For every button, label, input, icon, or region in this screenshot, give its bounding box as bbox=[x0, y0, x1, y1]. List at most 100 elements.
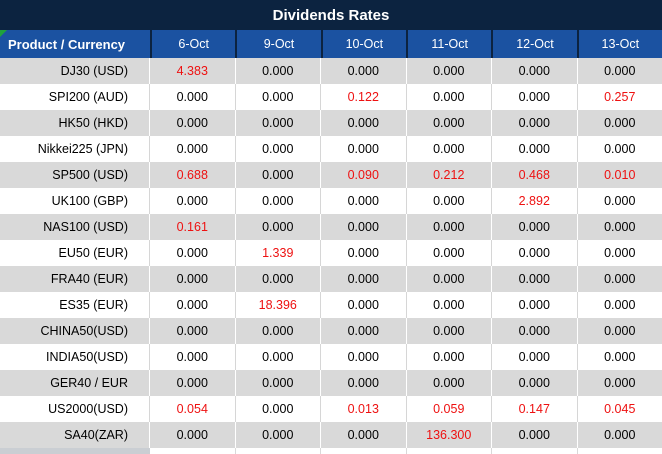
rate-cell[interactable]: 0.000 bbox=[150, 266, 236, 292]
rate-cell[interactable]: 0.010 bbox=[604, 168, 636, 182]
rate-cell[interactable]: 0.000 bbox=[236, 318, 321, 344]
rate-cell[interactable]: 0.000 bbox=[150, 370, 236, 396]
product-cell[interactable]: DJ30 (USD) bbox=[0, 58, 150, 84]
header-date-9-oct[interactable]: 9-Oct bbox=[237, 30, 321, 58]
rate-cell[interactable]: 0.000 bbox=[604, 116, 636, 130]
rate-cell[interactable]: 0.000 bbox=[150, 240, 236, 266]
rate-cell[interactable]: 0.000 bbox=[407, 344, 492, 370]
rate-cell[interactable]: 0.000 bbox=[407, 370, 492, 396]
rate-cell[interactable]: 0.000 bbox=[150, 292, 236, 318]
rate-cell[interactable]: 0.000 bbox=[150, 136, 236, 162]
rate-cell[interactable]: 0.000 bbox=[492, 136, 578, 162]
rate-cell[interactable]: 0.000 bbox=[236, 188, 321, 214]
product-cell[interactable]: UK100 (GBP) bbox=[0, 188, 150, 214]
header-date-10-oct[interactable]: 10-Oct bbox=[322, 30, 406, 58]
header-date-13-oct[interactable]: 13-Oct bbox=[578, 30, 662, 58]
product-cell[interactable]: Nikkei225 (JPN) bbox=[0, 136, 150, 162]
rate-cell[interactable]: 0.000 bbox=[492, 318, 578, 344]
rate-cell[interactable]: 0.000 bbox=[236, 266, 321, 292]
rate-cell[interactable]: 0.000 bbox=[604, 298, 636, 312]
rate-cell[interactable]: 0.000 bbox=[321, 422, 407, 448]
product-cell[interactable]: FRA40 (EUR) bbox=[0, 266, 150, 292]
rate-cell[interactable]: 0.000 bbox=[150, 188, 236, 214]
rate-cell[interactable]: 0.000 bbox=[236, 84, 321, 110]
rate-cell[interactable]: 0.000 bbox=[492, 110, 578, 136]
rate-cell[interactable]: 0.000 bbox=[604, 272, 636, 286]
rate-cell[interactable]: 0.000 bbox=[407, 214, 492, 240]
rate-cell[interactable]: 0.147 bbox=[492, 396, 578, 422]
rate-cell[interactable]: 0.000 bbox=[604, 324, 636, 338]
rate-cell[interactable]: 0.000 bbox=[604, 428, 636, 442]
rate-cell[interactable]: 0.000 bbox=[604, 376, 636, 390]
rate-cell[interactable]: 0.000 bbox=[321, 344, 407, 370]
rate-cell[interactable]: 0.000 bbox=[407, 292, 492, 318]
rate-cell[interactable]: 0.000 bbox=[492, 214, 578, 240]
product-cell[interactable]: US2000(USD) bbox=[0, 396, 150, 422]
product-cell[interactable]: SPI200 (AUD) bbox=[0, 84, 150, 110]
rate-cell[interactable]: 4.383 bbox=[150, 58, 236, 84]
product-cell[interactable]: INDIA50(USD) bbox=[0, 344, 150, 370]
rate-cell[interactable]: 0.000 bbox=[150, 110, 236, 136]
rate-cell[interactable]: 0.122 bbox=[321, 84, 407, 110]
rate-cell[interactable]: 0.000 bbox=[407, 240, 492, 266]
header-date-11-oct[interactable]: 11-Oct bbox=[407, 30, 492, 58]
rate-cell[interactable]: 0.000 bbox=[236, 344, 321, 370]
product-cell[interactable]: ES35 (EUR) bbox=[0, 292, 150, 318]
rate-cell[interactable]: 0.000 bbox=[604, 64, 636, 78]
rate-cell[interactable]: 0.000 bbox=[321, 188, 407, 214]
rate-cell[interactable]: 0.000 bbox=[492, 266, 578, 292]
rate-cell[interactable]: 0.045 bbox=[604, 402, 636, 416]
rate-cell[interactable]: 0.000 bbox=[407, 266, 492, 292]
rate-cell[interactable]: 0.000 bbox=[236, 162, 321, 188]
rate-cell[interactable]: 0.000 bbox=[236, 370, 321, 396]
rate-cell[interactable]: 0.000 bbox=[492, 370, 578, 396]
rate-cell[interactable]: 0.000 bbox=[150, 84, 236, 110]
rate-cell[interactable]: 0.000 bbox=[321, 110, 407, 136]
rate-cell[interactable]: 0.000 bbox=[150, 318, 236, 344]
rate-cell[interactable]: 0.000 bbox=[492, 84, 578, 110]
header-date-12-oct[interactable]: 12-Oct bbox=[493, 30, 577, 58]
rate-cell[interactable]: 0.000 bbox=[407, 110, 492, 136]
rate-cell[interactable]: 0.000 bbox=[407, 136, 492, 162]
rate-cell[interactable]: 2.892 bbox=[492, 188, 578, 214]
product-cell[interactable]: CHINA50(USD) bbox=[0, 318, 150, 344]
rate-cell[interactable]: 0.013 bbox=[321, 396, 407, 422]
rate-cell[interactable]: 0.000 bbox=[150, 344, 236, 370]
rate-cell[interactable]: 0.257 bbox=[604, 90, 636, 104]
rate-cell[interactable]: 0.000 bbox=[492, 292, 578, 318]
rate-cell[interactable]: 0.000 bbox=[604, 350, 636, 364]
rate-cell[interactable]: 0.000 bbox=[604, 220, 636, 234]
rate-cell[interactable]: 0.000 bbox=[236, 422, 321, 448]
rate-cell[interactable]: 18.396 bbox=[236, 292, 321, 318]
rate-cell[interactable]: 0.000 bbox=[150, 422, 236, 448]
rate-cell[interactable]: 0.212 bbox=[407, 162, 492, 188]
product-cell[interactable]: HK50 (HKD) bbox=[0, 110, 150, 136]
product-cell[interactable]: GER40 / EUR bbox=[0, 370, 150, 396]
rate-cell[interactable]: 0.000 bbox=[321, 370, 407, 396]
rate-cell[interactable]: 0.000 bbox=[407, 318, 492, 344]
rate-cell[interactable]: 0.000 bbox=[236, 136, 321, 162]
product-cell[interactable]: SP500 (USD) bbox=[0, 162, 150, 188]
header-date-6-oct[interactable]: 6-Oct bbox=[152, 30, 236, 58]
rate-cell[interactable]: 0.000 bbox=[407, 84, 492, 110]
rate-cell[interactable]: 0.000 bbox=[407, 188, 492, 214]
rate-cell[interactable]: 0.000 bbox=[236, 110, 321, 136]
rate-cell[interactable]: 0.000 bbox=[236, 58, 321, 84]
rate-cell[interactable]: 0.000 bbox=[604, 246, 636, 260]
rate-cell[interactable]: 0.000 bbox=[604, 194, 636, 208]
rate-cell[interactable]: 0.000 bbox=[492, 58, 578, 84]
rate-cell[interactable]: 0.161 bbox=[150, 214, 236, 240]
rate-cell[interactable]: 1.339 bbox=[236, 240, 321, 266]
rate-cell[interactable]: 0.059 bbox=[407, 396, 492, 422]
rate-cell[interactable]: 0.054 bbox=[150, 396, 236, 422]
rate-cell[interactable]: 0.000 bbox=[492, 344, 578, 370]
rate-cell[interactable]: 0.000 bbox=[321, 292, 407, 318]
rate-cell[interactable]: 0.000 bbox=[236, 214, 321, 240]
rate-cell[interactable]: 0.000 bbox=[321, 58, 407, 84]
rate-cell[interactable]: 0.000 bbox=[321, 136, 407, 162]
rate-cell[interactable]: 0.000 bbox=[492, 422, 578, 448]
rate-cell[interactable]: 0.000 bbox=[604, 142, 636, 156]
rate-cell[interactable]: 0.468 bbox=[492, 162, 578, 188]
rate-cell[interactable]: 0.090 bbox=[321, 162, 407, 188]
product-cell[interactable]: SA40(ZAR) bbox=[0, 422, 150, 448]
